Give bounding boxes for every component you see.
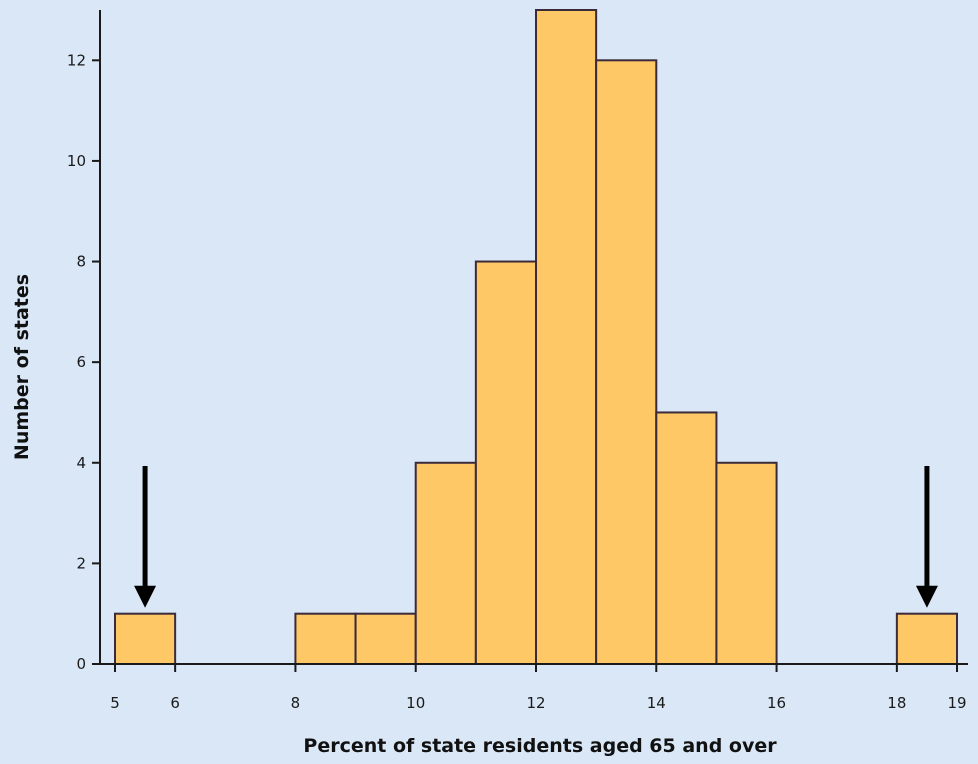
x-ticks-group: 5 6 8 10 12 14 16 18 19	[110, 664, 967, 712]
y-axis-title: Number of states	[11, 274, 33, 460]
outlier-arrow	[915, 466, 938, 608]
x-tick-label: 16	[767, 694, 786, 712]
y-tick-label: 4	[76, 454, 86, 472]
x-tick-label: 10	[406, 694, 425, 712]
arrows-group	[134, 466, 938, 608]
histogram-bar	[715, 461, 778, 665]
x-tick-label: 8	[291, 694, 301, 712]
x-tick-label: 6	[170, 694, 180, 712]
x-tick-label: 12	[526, 694, 545, 712]
histogram-bar	[655, 411, 718, 666]
histogram-bar	[895, 612, 958, 666]
y-tick-label: 12	[67, 51, 86, 69]
histogram-bar	[414, 461, 477, 665]
y-tick-label: 8	[76, 253, 86, 271]
bars-group	[114, 9, 958, 666]
y-tick-label: 10	[67, 152, 86, 170]
outlier-arrow	[134, 466, 157, 608]
x-tick-label: 19	[947, 694, 966, 712]
histogram-bar	[595, 59, 658, 666]
x-tick-label: 5	[110, 694, 120, 712]
histogram-bar	[474, 260, 538, 665]
histogram-bar	[114, 612, 177, 666]
y-tick-label: 2	[76, 554, 86, 572]
y-ticks-group: 0 2 4 6 8 10 12	[67, 51, 100, 673]
histogram-bar	[535, 9, 598, 665]
y-tick-label: 0	[76, 655, 86, 673]
histogram-bar	[294, 612, 357, 666]
x-tick-label: 14	[647, 694, 666, 712]
x-axis-title: Percent of state residents aged 65 and o…	[303, 735, 777, 757]
x-tick-label: 18	[887, 694, 906, 712]
y-tick-label: 6	[76, 353, 86, 371]
histogram-bar	[354, 612, 417, 666]
